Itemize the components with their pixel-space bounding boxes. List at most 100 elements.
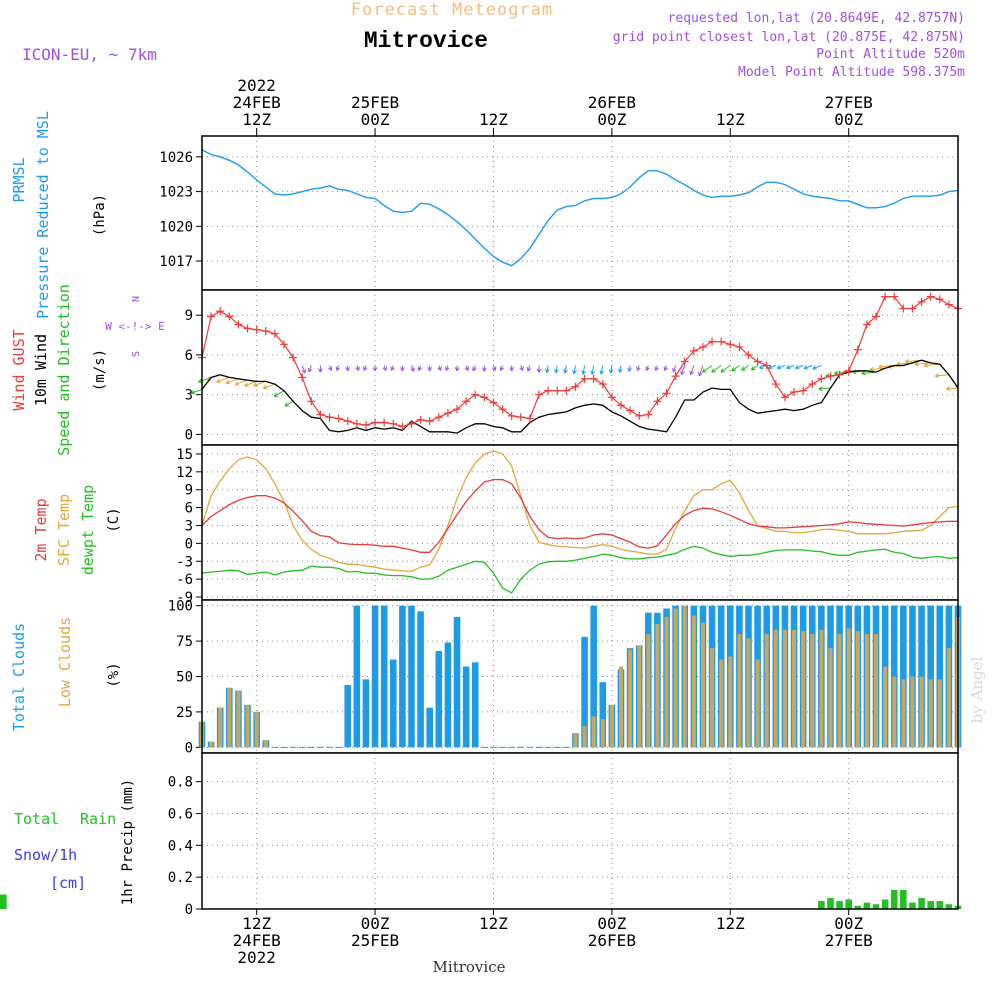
compass-we: W <-!-> E xyxy=(105,320,165,333)
rain-bar xyxy=(0,895,7,909)
low-cloud-bar xyxy=(801,631,805,747)
y-tick-label: 1017 xyxy=(159,254,193,270)
wind-arrow-head xyxy=(217,382,221,383)
total-cloud-bar xyxy=(399,606,406,748)
y-tick-label: 0 xyxy=(185,427,193,443)
wind-arrow-head xyxy=(414,367,415,371)
low-cloud-bar xyxy=(883,667,887,748)
total-cloud-bar xyxy=(472,662,479,747)
point-altitude: Point Altitude 520m xyxy=(816,47,965,62)
precip-legend-cm: [cm] xyxy=(50,874,86,892)
grid-point-coords: grid point closest lon,lat (20.875E, 42.… xyxy=(613,30,965,45)
wind-arrow-head xyxy=(336,367,337,371)
total-cloud-bar xyxy=(426,708,433,748)
precip-legend-rain: Rain xyxy=(80,810,116,828)
total-cloud-bar xyxy=(281,747,288,748)
total-cloud-bar xyxy=(445,643,452,748)
rain-bar xyxy=(882,899,889,909)
rain-bar xyxy=(836,901,843,909)
time-label-top: 00Z xyxy=(361,110,390,129)
low-cloud-bar xyxy=(929,679,933,747)
temp-label-2m: 2m Temp xyxy=(32,498,50,561)
total-cloud-bar xyxy=(554,747,561,748)
compass-s: S xyxy=(131,351,142,357)
wind-arrow-head xyxy=(681,371,682,375)
rain-bar xyxy=(937,901,944,909)
total-cloud-bar xyxy=(463,667,470,748)
y-tick-label: 6 xyxy=(185,348,193,364)
wind-arrow-head xyxy=(468,367,469,371)
low-cloud-bar xyxy=(737,634,741,747)
total-cloud-bar xyxy=(527,747,534,748)
low-cloud-bar xyxy=(792,630,796,748)
y-tick-label: 0.4 xyxy=(168,838,193,854)
y-tick-label: 75 xyxy=(176,634,193,650)
rain-bar xyxy=(864,903,871,909)
total-cloud-bar xyxy=(390,660,397,748)
wind-arrow-head xyxy=(254,386,258,387)
wind-arrow-head xyxy=(690,371,691,375)
wind-arrow-head xyxy=(364,367,365,371)
time-label-top: 12Z xyxy=(242,110,271,129)
low-cloud-bar xyxy=(910,677,914,748)
wind-arrow-head xyxy=(795,368,799,369)
time-label-top: 12Z xyxy=(479,110,508,129)
wind-arrow-head xyxy=(699,372,700,376)
total-cloud-bar xyxy=(335,747,342,748)
pressure-label-unit: (hPa) xyxy=(92,194,108,236)
wind-arrow-head xyxy=(331,367,332,371)
y-tick-label: 100 xyxy=(168,599,193,615)
location-title: Mitrovice xyxy=(364,28,488,54)
wind-arrow-head xyxy=(226,383,230,384)
low-cloud-bar xyxy=(246,705,250,748)
low-cloud-bar xyxy=(874,634,878,747)
rain-bar xyxy=(909,903,916,909)
wind-arrow-head xyxy=(446,367,447,371)
clouds-label-total: Total Clouds xyxy=(10,623,28,731)
y-tick-label: -3 xyxy=(176,554,193,570)
plot-area xyxy=(202,290,958,445)
low-cloud-bar xyxy=(227,688,231,748)
total-cloud-bar xyxy=(417,611,424,747)
low-cloud-bar xyxy=(865,634,869,747)
wind-arrow-head xyxy=(473,367,474,371)
wind-arrow-head xyxy=(308,368,309,372)
wind-arrow-head xyxy=(386,367,387,371)
low-cloud-bar xyxy=(637,645,641,747)
low-cloud-bar xyxy=(665,617,669,747)
wind-arrow-head xyxy=(263,388,267,389)
total-cloud-bar xyxy=(299,747,306,748)
precip-legend-snow: Snow/1h xyxy=(14,846,77,864)
low-cloud-bar xyxy=(856,631,860,747)
plot-area xyxy=(202,753,958,909)
rain-bar xyxy=(891,890,898,909)
low-cloud-bar xyxy=(573,733,577,747)
low-cloud-bar xyxy=(747,638,751,747)
footer-location: Mitrovice xyxy=(433,958,506,976)
clouds-label-low: Low Clouds xyxy=(56,617,74,707)
low-cloud-bar xyxy=(920,677,924,748)
y-tick-label: 1020 xyxy=(159,219,193,235)
compass-n: N xyxy=(131,296,142,302)
y-tick-label: 0.8 xyxy=(168,775,193,791)
total-cloud-bar xyxy=(381,606,388,748)
total-cloud-bar xyxy=(326,747,333,748)
total-cloud-bar xyxy=(518,747,525,748)
total-cloud-bar xyxy=(317,747,324,748)
wind-arrow-head xyxy=(235,385,239,386)
pressure-label-msl: Pressure Reduced to MSL xyxy=(34,111,52,319)
rain-bar xyxy=(845,899,852,909)
low-cloud-bar xyxy=(583,726,587,747)
precip-label-unit: 1hr Precip (mm) xyxy=(120,779,136,905)
total-cloud-bar xyxy=(536,747,543,748)
y-tick-label: 0 xyxy=(185,902,193,918)
wind-arrow-head xyxy=(646,367,647,371)
time-label-bottom: 25FEB xyxy=(351,931,399,950)
low-cloud-bar xyxy=(646,634,650,747)
low-cloud-bar xyxy=(674,609,678,748)
wind-arrow-head xyxy=(527,367,528,371)
rain-bar xyxy=(818,901,825,909)
